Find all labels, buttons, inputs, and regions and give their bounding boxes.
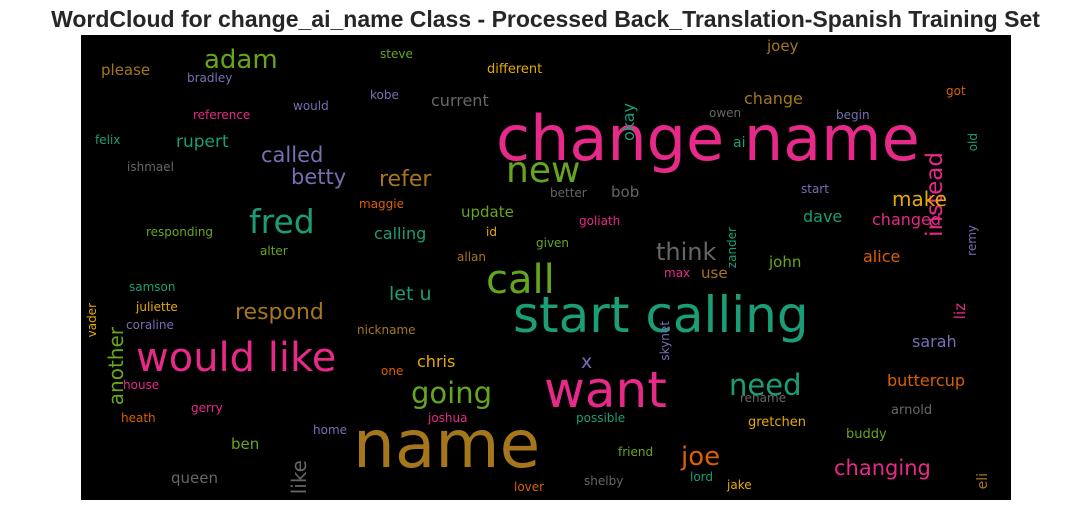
word-call: call (486, 257, 555, 303)
word-given: given (536, 236, 570, 250)
word-kobe: kobe (370, 88, 399, 102)
word-would: would (293, 99, 329, 113)
word-would-like: would like (136, 335, 337, 381)
word-think: think (656, 238, 717, 266)
word-home: home (313, 423, 348, 437)
word-changing: changing (834, 456, 931, 480)
word-buddy: buddy (846, 427, 887, 442)
word-house: house (123, 378, 160, 392)
word-john: john (769, 253, 802, 271)
word-okay: okay (619, 103, 638, 142)
word-old: old (966, 133, 980, 152)
word-maggie: maggie (359, 197, 404, 211)
word-juliette: juliette (136, 300, 178, 314)
word-ai: ai (733, 135, 746, 151)
word-rename: rename (740, 391, 787, 405)
word-bradley: bradley (187, 71, 233, 85)
word-start: start (801, 182, 829, 196)
word-new: new (506, 150, 581, 191)
word-going: going (411, 376, 492, 410)
word-jake: jake (727, 478, 752, 492)
word-samson: samson (129, 280, 176, 294)
word-name: name (353, 406, 541, 483)
word-respond: respond (235, 300, 324, 325)
word-max: max (664, 266, 691, 280)
word-sarah: sarah (912, 332, 957, 351)
word-please: please (101, 61, 151, 79)
word-zander: zander (725, 227, 739, 269)
word-different: different (487, 62, 543, 77)
word-shelby: shelby (584, 474, 624, 488)
word-make: make (892, 187, 947, 211)
word-chris: chris (417, 352, 456, 371)
word-bob: bob (611, 183, 640, 201)
word-like: like (287, 460, 311, 495)
word-refer: refer (379, 167, 432, 192)
word-joshua: joshua (428, 411, 468, 425)
word-responding: responding (146, 225, 214, 239)
word-friend: friend (618, 445, 654, 459)
word-eli: eli (975, 473, 991, 490)
word-gerry: gerry (191, 401, 223, 415)
word-one: one (381, 364, 404, 378)
word-another: another (104, 327, 128, 406)
word-buttercup: buttercup (887, 371, 966, 390)
word-skynet: skynet (658, 321, 672, 361)
word-want: want (544, 361, 667, 419)
word-possible: possible (576, 411, 626, 425)
word-owen: owen (709, 106, 742, 120)
word-adam: adam (204, 45, 278, 75)
word-change-name: change name (496, 102, 920, 175)
word-current: current (431, 91, 489, 110)
word-alter: alter (260, 244, 288, 258)
word-felix: felix (95, 133, 121, 147)
word-ben: ben (231, 435, 260, 453)
word-joey: joey (767, 37, 799, 55)
word-liz: liz (951, 303, 969, 320)
word-queen: queen (171, 469, 218, 487)
word-start-calling: start calling (513, 286, 809, 344)
word-alice: alice (863, 247, 901, 266)
word-id: id (486, 225, 497, 239)
word-ishmael: ishmael (127, 160, 174, 174)
word-begin: begin (836, 108, 870, 122)
chart-title: WordCloud for change_ai_name Class - Pro… (51, 6, 1040, 32)
word-let-u: let u (389, 283, 432, 305)
word-vader: vader (85, 303, 99, 338)
word-goliath: goliath (579, 214, 621, 228)
word-steve: steve (380, 47, 413, 61)
word-joe: joe (681, 442, 721, 472)
word-lover: lover (514, 480, 545, 494)
word-allan: allan (457, 250, 486, 264)
word-rupert: rupert (176, 132, 229, 152)
word-fred: fred (249, 202, 315, 241)
word-remy: remy (965, 225, 979, 256)
wordcloud-canvas: change name start calling name want would li… (81, 35, 1011, 500)
word-dave: dave (803, 207, 843, 226)
word-changed: changed (872, 210, 942, 229)
word-x: x (581, 351, 593, 373)
word-use: use (701, 264, 728, 282)
word-change: change (744, 89, 803, 108)
word-called: called (261, 143, 324, 167)
word-calling: calling (374, 224, 427, 243)
word-nickname: nickname (357, 323, 416, 337)
word-update: update (461, 203, 514, 221)
word-reference: reference (193, 108, 251, 122)
word-got: got (946, 84, 966, 98)
word-need: need (729, 368, 802, 402)
word-betty: betty (291, 165, 347, 189)
word-lord: lord (690, 470, 714, 484)
word-coraline: coraline (126, 318, 174, 332)
word-gretchen: gretchen (748, 415, 807, 430)
word-better: better (550, 186, 587, 200)
word-heath: heath (121, 411, 156, 425)
word-arnold: arnold (891, 403, 933, 418)
